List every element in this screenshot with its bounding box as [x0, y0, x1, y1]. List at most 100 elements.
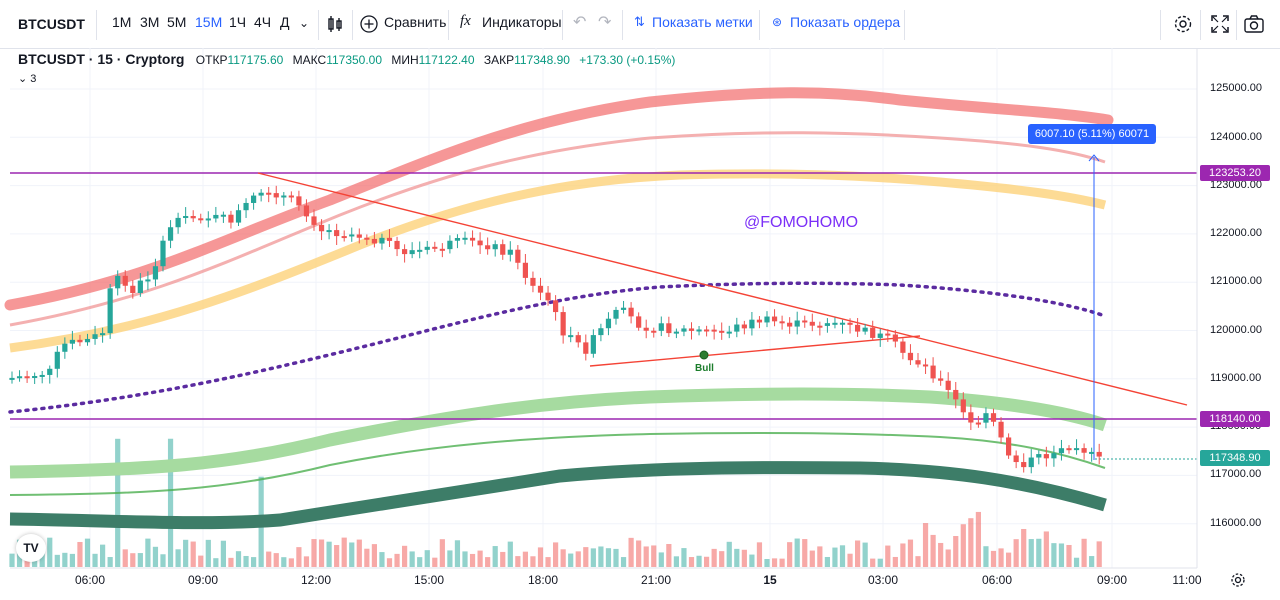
volume-bar: [862, 542, 868, 567]
volume-bar: [1089, 556, 1095, 567]
candle-body: [1028, 457, 1034, 468]
volume-bar: [870, 558, 876, 567]
candle-body: [515, 249, 521, 263]
candle-body: [771, 316, 778, 322]
interval-15m[interactable]: 15М: [195, 14, 223, 30]
redo-icon[interactable]: ↷: [598, 14, 612, 31]
fullscreen-icon[interactable]: [1210, 14, 1230, 34]
candle-body: [24, 376, 30, 379]
candle-body: [447, 240, 453, 250]
tradingview-logo[interactable]: TV: [16, 534, 46, 562]
volume-bar: [719, 551, 725, 567]
plus-circle-icon[interactable]: [360, 15, 378, 33]
candle-body: [817, 325, 823, 328]
high-value: 117350.00: [326, 53, 383, 67]
chevron-down-icon[interactable]: ⌄: [299, 16, 310, 30]
time-tick: 18:00: [527, 573, 559, 587]
interval-3m[interactable]: 3М: [140, 14, 160, 30]
volume-bar: [190, 541, 196, 567]
volume-bar: [462, 551, 468, 567]
candle-body: [930, 365, 936, 379]
candle-body: [794, 320, 800, 327]
candle-body: [613, 309, 619, 319]
compare-button[interactable]: Сравнить: [384, 14, 447, 30]
volume-bar: [688, 557, 695, 567]
volume-bar: [228, 557, 234, 567]
undo-icon[interactable]: ↶: [573, 14, 587, 31]
volume-bar: [553, 542, 559, 567]
volume-bar: [1051, 543, 1057, 567]
volume-bar: [432, 557, 438, 567]
candle-body: [537, 285, 544, 293]
interval-1h[interactable]: 1Ч: [229, 14, 247, 30]
volume-bar: [447, 550, 453, 567]
high-label: МАКС: [292, 53, 327, 67]
volume-bar: [220, 540, 226, 567]
volume-bar: [334, 545, 340, 567]
candle-body: [394, 240, 400, 250]
candle-body: [409, 250, 415, 255]
candle-body: [379, 237, 385, 244]
ma-dotted: [8, 281, 1107, 414]
interval-5m[interactable]: 5М: [167, 14, 187, 30]
interval-d[interactable]: Д: [280, 14, 290, 30]
settings-gear-icon[interactable]: [1229, 571, 1247, 589]
volume-bar: [824, 556, 830, 567]
candles-icon[interactable]: [325, 14, 345, 34]
volume-bar: [152, 546, 159, 567]
low-value: 117122.40: [418, 53, 475, 67]
volume-bar: [235, 551, 242, 567]
candle-body: [960, 399, 966, 413]
volume-bar: [356, 539, 362, 567]
symbol-search[interactable]: BTCUSDT: [18, 16, 85, 32]
toolbar-separator: [448, 10, 449, 40]
show-marks-button[interactable]: Показать метки: [652, 14, 753, 30]
volume-bars: [9, 438, 1102, 567]
time-tick: 06:00: [981, 573, 1013, 587]
price-tick: 123000.00: [1210, 179, 1262, 191]
candle-body: [235, 210, 242, 223]
volume-bar: [1081, 538, 1087, 567]
gear-icon[interactable]: [1172, 13, 1194, 35]
indicators-collapse[interactable]: ⌄ 3: [18, 72, 36, 85]
show-orders-button[interactable]: Показать ордера: [790, 14, 901, 30]
candle-body: [130, 285, 136, 294]
volume-bar: [1028, 539, 1034, 567]
interval-4h[interactable]: 4Ч: [254, 14, 272, 30]
volume-bar: [1006, 552, 1012, 567]
legend-title[interactable]: BTCUSDT · 15 · Cryptorg: [18, 51, 185, 67]
candle-body: [839, 322, 846, 325]
volume-bar: [1066, 544, 1072, 567]
volume-bar: [137, 553, 143, 567]
function-icon[interactable]: fx: [460, 13, 471, 29]
toolbar-separator: [1160, 10, 1161, 40]
candle-body: [590, 335, 596, 354]
candle-body: [326, 230, 332, 233]
marks-icon: ⇅: [634, 14, 645, 29]
candle-body: [726, 331, 732, 334]
volume-bar: [251, 557, 257, 567]
candle-body: [1036, 454, 1042, 458]
camera-icon[interactable]: [1243, 14, 1265, 34]
candle-body: [975, 422, 981, 425]
volume-bar: [643, 546, 649, 567]
candle-body: [107, 288, 113, 334]
candle-body: [605, 318, 612, 329]
volume-bar: [167, 438, 174, 567]
interval-1m[interactable]: 1М: [112, 14, 132, 30]
candle-body: [900, 341, 906, 353]
candle-body: [439, 248, 445, 251]
change-value: +173.30 (+0.15%): [579, 53, 676, 67]
price-tick: 116000.00: [1210, 517, 1262, 529]
candle-body: [364, 237, 370, 240]
candle-body: [522, 262, 528, 278]
candle-body: [273, 193, 279, 198]
indicators-button[interactable]: Индикаторы: [482, 14, 562, 30]
last-price-label: 117348.90: [1200, 450, 1270, 466]
trendline-up: [589, 335, 921, 367]
candle-body: [741, 324, 747, 329]
candle-body: [84, 338, 91, 343]
volume-bar: [636, 540, 642, 567]
candle-body: [251, 195, 257, 203]
